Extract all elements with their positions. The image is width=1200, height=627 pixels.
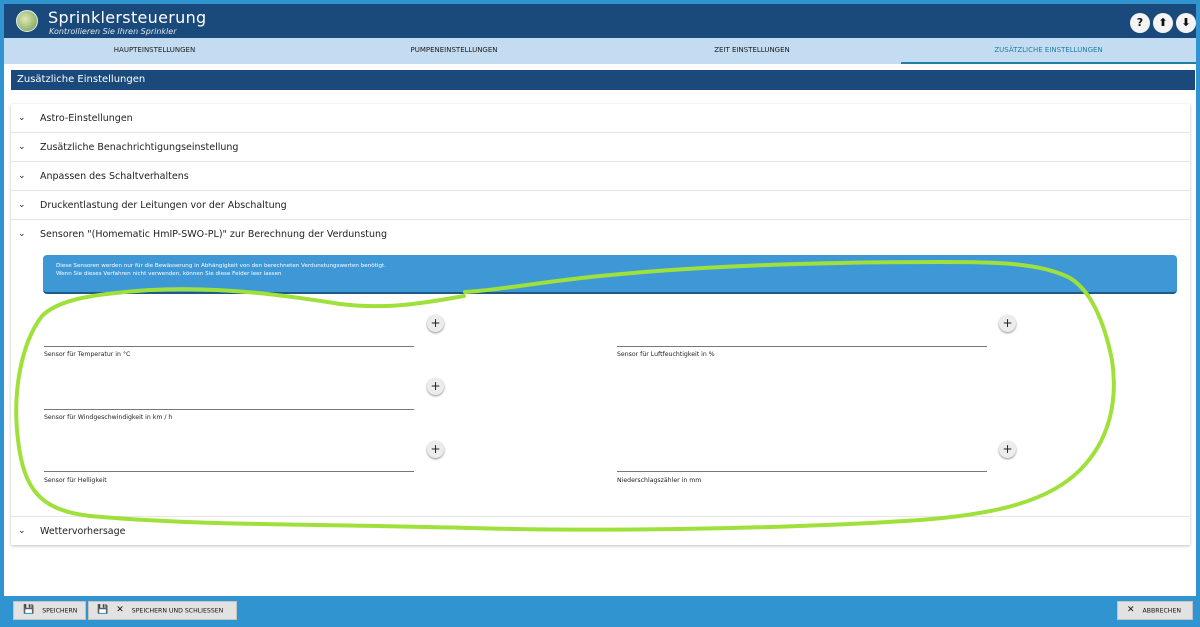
accordion-astro[interactable]: ⌄ Astro-Einstellungen bbox=[11, 104, 1190, 133]
app-header: Sprinklersteuerung Kontrollieren Sie Ihr… bbox=[4, 4, 1196, 38]
info-text-line2: Wenn Sie dieses Verfahren nicht verwende… bbox=[56, 271, 282, 277]
chevron-down-icon: ⌄ bbox=[18, 113, 26, 123]
accordion-label: Anpassen des Schaltverhaltens bbox=[40, 171, 189, 182]
app-title: Sprinklersteuerung bbox=[48, 8, 207, 27]
download-button[interactable]: ⬇ bbox=[1176, 13, 1196, 33]
settings-panel: ⌄ Astro-Einstellungen ⌄ Zusätzliche Bena… bbox=[11, 104, 1190, 545]
help-button[interactable]: ? bbox=[1130, 13, 1150, 33]
temperature-sensor-input[interactable] bbox=[44, 346, 414, 347]
plus-icon: + bbox=[430, 316, 441, 330]
brightness-sensor-input[interactable] bbox=[44, 471, 414, 472]
chevron-down-icon: ⌄ bbox=[18, 526, 26, 536]
add-rain-counter-button[interactable]: + bbox=[999, 441, 1016, 458]
brightness-sensor-label: Sensor für Helligkeit bbox=[44, 477, 107, 484]
save-button-label: SPEICHERN bbox=[42, 607, 78, 615]
close-icon: ✕ bbox=[1127, 605, 1135, 615]
accordion-label: Sensoren "(Homematic HmIP-SWO-PL)" zur B… bbox=[40, 229, 388, 240]
help-icon: ? bbox=[1136, 16, 1144, 29]
tab-haupteinstellungen[interactable]: HAUPTEINSTELLUNGEN bbox=[113, 46, 196, 54]
accordion-switching[interactable]: ⌄ Anpassen des Schaltverhaltens bbox=[11, 162, 1190, 191]
cancel-button[interactable]: ✕ ABBRECHEN bbox=[1117, 601, 1193, 620]
accordion-label: Astro-Einstellungen bbox=[40, 113, 133, 124]
plus-icon: + bbox=[430, 379, 441, 393]
accordion-pressure-relief[interactable]: ⌄ Druckentlastung der Leitungen vor der … bbox=[11, 191, 1190, 220]
wind-sensor-label: Sensor für Windgeschwindigkeit in km / h bbox=[44, 414, 173, 421]
upload-button[interactable]: ⬆ bbox=[1153, 13, 1173, 33]
plus-icon: + bbox=[1002, 442, 1013, 456]
accordion-weather-forecast[interactable]: ⌄ Wettervorhersage bbox=[11, 516, 1190, 545]
info-text-line1: Diese Sensoren werden nur für die Bewäss… bbox=[56, 263, 386, 269]
temperature-sensor-label: Sensor für Temperatur in °C bbox=[44, 351, 131, 358]
rain-counter-input[interactable] bbox=[617, 471, 987, 472]
sensor-info-box: Diese Sensoren werden nur für die Bewäss… bbox=[43, 255, 1177, 294]
add-humidity-sensor-button[interactable]: + bbox=[999, 315, 1016, 332]
floppy-disk-icon: 💾 bbox=[97, 605, 109, 615]
tab-zusaetzliche-einstellungen[interactable]: ZUSÄTZLICHE EINSTELLUNGEN bbox=[901, 38, 1196, 64]
plus-icon: + bbox=[1002, 316, 1013, 330]
section-title: Zusätzliche Einstellungen bbox=[11, 70, 1195, 90]
add-temperature-sensor-button[interactable]: + bbox=[427, 315, 444, 332]
download-icon: ⬇ bbox=[1181, 16, 1191, 29]
wind-sensor-input[interactable] bbox=[44, 409, 414, 410]
add-wind-sensor-button[interactable]: + bbox=[427, 378, 444, 395]
accordion-notifications[interactable]: ⌄ Zusätzliche Benachrichtigungseinstellu… bbox=[11, 133, 1190, 162]
footer-bar: 💾 SPEICHERN 💾 ✕ SPEICHERN UND SCHLIESSEN ✕ A… bbox=[0, 596, 1200, 627]
tab-pumpeneinstellungen[interactable]: PUMPENEINSTELLUNGEN bbox=[410, 46, 498, 54]
plus-icon: + bbox=[430, 442, 441, 456]
accordion-label: Wettervorhersage bbox=[40, 526, 126, 537]
save-button[interactable]: 💾 SPEICHERN bbox=[13, 601, 86, 620]
cancel-button-label: ABBRECHEN bbox=[1142, 607, 1181, 615]
accordion-label: Druckentlastung der Leitungen vor der Ab… bbox=[40, 200, 287, 211]
save-and-close-button[interactable]: 💾 ✕ SPEICHERN UND SCHLIESSEN bbox=[88, 601, 237, 620]
chevron-down-icon: ⌄ bbox=[18, 171, 26, 181]
save-and-close-label: SPEICHERN UND SCHLIESSEN bbox=[131, 607, 224, 615]
upload-icon: ⬆ bbox=[1158, 16, 1168, 29]
tab-zeit-einstellungen[interactable]: ZEIT EINSTELLUNGEN bbox=[714, 46, 790, 54]
sprinkler-logo-icon bbox=[16, 10, 38, 32]
chevron-down-icon: ⌄ bbox=[18, 142, 26, 152]
close-icon: ✕ bbox=[116, 605, 124, 615]
app-window: Sprinklersteuerung Kontrollieren Sie Ihr… bbox=[4, 4, 1196, 596]
chevron-down-icon: ⌄ bbox=[18, 229, 26, 239]
app-subtitle: Kontrollieren Sie Ihren Sprinkler bbox=[49, 27, 177, 36]
humidity-sensor-label: Sensor für Luftfeuchtigkeit in % bbox=[617, 351, 715, 358]
tab-bar: HAUPTEINSTELLUNGEN PUMPENEINSTELLUNGEN Z… bbox=[4, 38, 1196, 64]
floppy-disk-icon: 💾 bbox=[23, 605, 35, 615]
add-brightness-sensor-button[interactable]: + bbox=[427, 441, 444, 458]
rain-counter-label: Niederschlagszähler in mm bbox=[617, 477, 702, 484]
accordion-label: Zusätzliche Benachrichtigungseinstellung bbox=[40, 142, 239, 153]
chevron-down-icon: ⌄ bbox=[18, 200, 26, 210]
accordion-sensors[interactable]: ⌄ Sensoren "(Homematic HmIP-SWO-PL)" zur… bbox=[11, 220, 1190, 249]
humidity-sensor-input[interactable] bbox=[617, 346, 987, 347]
